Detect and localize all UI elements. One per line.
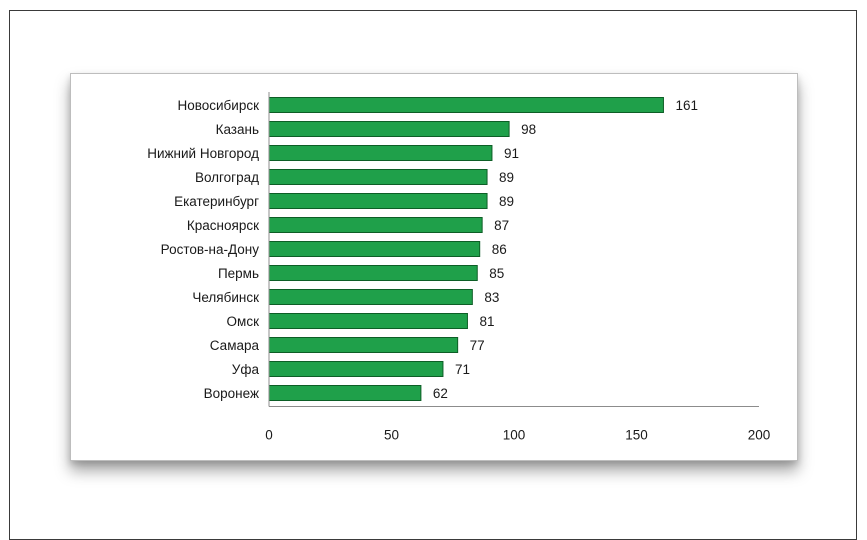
category-label: Новосибирск	[177, 98, 259, 113]
bar	[268, 193, 488, 209]
category-label: Ростов-на-Дону	[161, 242, 260, 257]
bar	[268, 97, 664, 113]
data-label: 81	[479, 314, 494, 329]
category-label: Уфа	[232, 362, 260, 377]
bar	[268, 145, 493, 161]
bar	[268, 241, 481, 257]
x-tick-label: 150	[625, 428, 648, 443]
x-tick-label: 100	[503, 428, 526, 443]
bar	[268, 361, 444, 377]
category-label: Волгоград	[195, 170, 259, 185]
category-label: Казань	[216, 122, 259, 137]
chart-panel: Новосибирск Казань Нижний Новгород Волгогра…	[70, 73, 798, 461]
x-tick-label: 200	[748, 428, 771, 443]
x-tick-label: 50	[384, 428, 399, 443]
bar	[268, 169, 488, 185]
category-labels: Новосибирск Казань Нижний Новгород Волгогра…	[147, 98, 259, 401]
bar-chart: Новосибирск Казань Нижний Новгород Волгогра…	[147, 92, 770, 443]
data-label: 83	[484, 290, 499, 305]
data-label: 161	[675, 98, 698, 113]
x-tick-labels: 0 50 100 150 200	[265, 428, 770, 443]
screenshot-frame: Новосибирск Казань Нижний Новгород Волгогра…	[9, 10, 857, 540]
category-label: Челябинск	[192, 290, 259, 305]
data-label: 62	[433, 386, 448, 401]
bars	[268, 97, 664, 401]
category-label: Нижний Новгород	[147, 146, 259, 161]
bar	[268, 337, 459, 353]
bar	[268, 121, 510, 137]
data-label: 87	[494, 218, 509, 233]
bar	[268, 265, 478, 281]
data-label: 91	[504, 146, 519, 161]
category-label: Воронеж	[204, 386, 259, 401]
category-label: Самара	[210, 338, 260, 353]
data-label: 85	[489, 266, 504, 281]
data-label: 89	[499, 194, 514, 209]
bar	[268, 217, 483, 233]
bar	[268, 385, 422, 401]
category-label: Омск	[227, 314, 260, 329]
data-label: 98	[521, 122, 536, 137]
x-tick-label: 0	[265, 428, 273, 443]
data-label: 71	[455, 362, 470, 377]
category-label: Красноярск	[187, 218, 259, 233]
data-label: 77	[470, 338, 485, 353]
data-label: 89	[499, 170, 514, 185]
bar	[268, 313, 468, 329]
category-label: Екатеринбург	[174, 194, 259, 209]
data-label: 86	[492, 242, 507, 257]
bar	[268, 289, 473, 305]
category-label: Пермь	[218, 266, 259, 281]
